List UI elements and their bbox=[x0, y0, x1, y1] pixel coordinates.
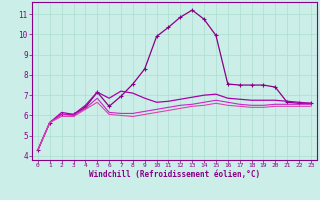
X-axis label: Windchill (Refroidissement éolien,°C): Windchill (Refroidissement éolien,°C) bbox=[89, 170, 260, 179]
